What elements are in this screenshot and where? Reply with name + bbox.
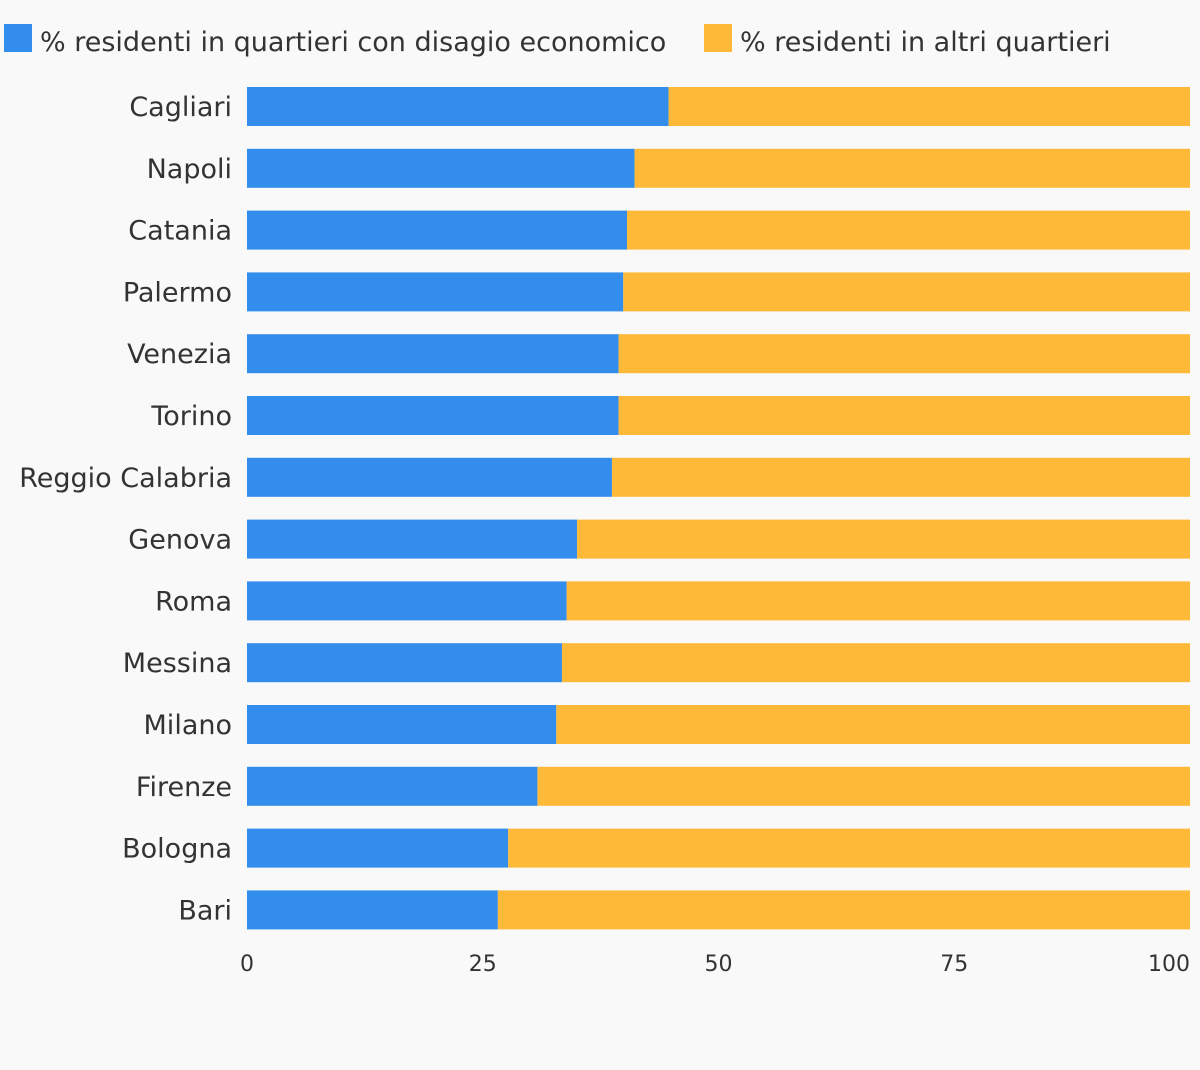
legend-swatch-disagio	[4, 24, 32, 52]
category-label: Torino	[150, 401, 232, 432]
bar-disagio-cagliari	[247, 87, 669, 126]
category-label: Bologna	[122, 834, 232, 865]
bar-altri-messina	[561, 643, 1190, 683]
legend-label-altri: % residenti in altri quartieri	[740, 27, 1111, 58]
bar-disagio-reggio-calabria	[247, 457, 612, 497]
x-tick-label: 25	[469, 952, 497, 977]
bar-altri-palermo	[623, 272, 1190, 312]
category-label: Roma	[155, 586, 232, 617]
y-axis-category-labels: Cagliari Napoli Catania Palermo Venezia Torin…	[19, 92, 232, 926]
x-tick-label: 75	[940, 952, 968, 977]
category-label: Palermo	[123, 277, 232, 308]
bar-altri-reggio-calabria	[611, 457, 1190, 497]
bar-disagio-bari	[247, 890, 498, 930]
category-label: Cagliari	[129, 92, 232, 123]
bar-disagio-palermo	[247, 272, 624, 312]
bar-disagio-milano	[247, 705, 557, 744]
category-label: Messina	[123, 648, 232, 679]
bar-disagio-bologna	[247, 828, 509, 868]
bar-altri-venezia	[618, 334, 1190, 374]
x-axis-tick-labels: 0 25 50 75 100	[240, 952, 1190, 977]
legend: % residenti in quartieri con disagio eco…	[4, 24, 1111, 58]
bar-altri-milano	[556, 705, 1190, 744]
category-label: Genova	[128, 525, 232, 556]
bar-altri-torino	[618, 396, 1190, 435]
bar-disagio-messina	[247, 643, 562, 683]
category-label: Venezia	[127, 339, 232, 370]
bar-altri-cagliari	[668, 87, 1190, 126]
legend-label-disagio: % residenti in quartieri con disagio eco…	[40, 27, 666, 58]
category-label: Reggio Calabria	[19, 463, 232, 494]
bar-disagio-venezia	[247, 334, 619, 374]
bar-disagio-torino	[247, 396, 619, 435]
bar-disagio-catania	[247, 210, 628, 250]
category-label: Milano	[144, 710, 232, 741]
bar-altri-genova	[577, 519, 1190, 559]
bar-altri-firenze	[537, 766, 1190, 806]
bar-disagio-napoli	[247, 148, 635, 188]
bar-altri-bari	[497, 890, 1191, 930]
bar-altri-bologna	[508, 828, 1191, 868]
x-tick-label: 100	[1148, 952, 1190, 977]
legend-swatch-altri	[704, 24, 732, 52]
bar-disagio-roma	[247, 581, 567, 621]
category-label: Bari	[178, 895, 232, 926]
category-label: Napoli	[147, 154, 232, 185]
bar-disagio-firenze	[247, 766, 538, 806]
bar-altri-catania	[627, 210, 1190, 250]
category-label: Catania	[128, 216, 232, 247]
category-label: Firenze	[136, 772, 232, 803]
bar-altri-roma	[566, 581, 1190, 621]
x-tick-label: 50	[705, 952, 733, 977]
x-tick-label: 0	[240, 952, 254, 977]
bar-disagio-genova	[247, 519, 578, 559]
plot-area	[247, 87, 1191, 930]
bar-altri-napoli	[634, 148, 1190, 188]
